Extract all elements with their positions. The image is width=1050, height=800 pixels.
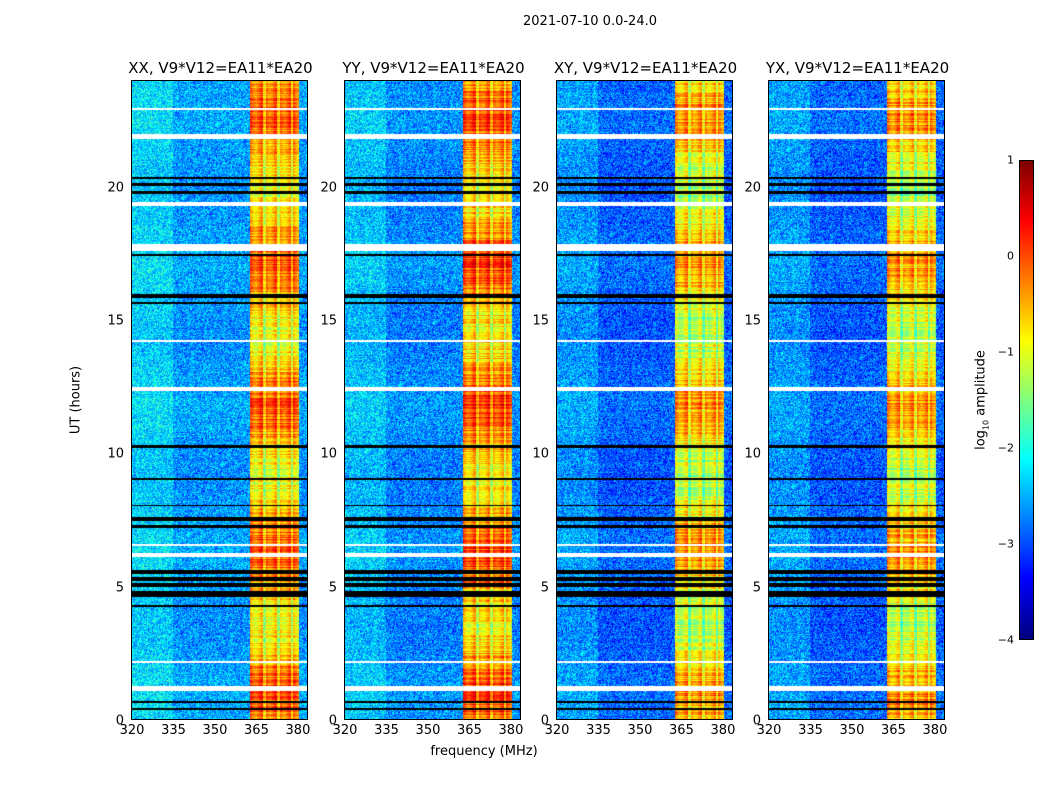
spectrogram-panel: YY, V9*V12=EA11*EA20 0 5 10 15 20 320 335 350 365… — [320, 59, 524, 738]
x-tick-label: 350 — [839, 723, 865, 738]
panel-title: YY, V9*V12=EA11*EA20 — [342, 59, 525, 77]
y-tick-label: 20 — [320, 180, 337, 196]
colorbar-gradient — [1020, 161, 1033, 639]
y-tick-label: 15 — [532, 313, 549, 329]
x-tick-label: 320 — [544, 723, 570, 738]
y-tick-label: 20 — [107, 180, 124, 196]
figure-title: 2021-07-10 0.0-24.0 — [523, 14, 657, 29]
y-tick-label: 10 — [744, 446, 761, 462]
x-tick-label: 350 — [627, 723, 653, 738]
y-tick-label: 5 — [115, 580, 124, 596]
x-tick-label: 320 — [332, 723, 358, 738]
x-tick-label: 350 — [202, 723, 228, 738]
x-tick-label: 380 — [710, 723, 736, 738]
x-tick-label: 335 — [586, 723, 611, 738]
panel-title: YX, V9*V12=EA11*EA20 — [765, 59, 950, 77]
x-tick-label: 335 — [161, 723, 186, 738]
heatmap-image — [345, 81, 520, 719]
panel-title: XX, V9*V12=EA11*EA20 — [128, 59, 313, 77]
heatmap-image — [769, 81, 944, 719]
spectrogram-panel: XX, V9*V12=EA11*EA20 0 5 10 15 20 320 335 350 365… — [107, 59, 312, 738]
y-tick-label: 5 — [328, 580, 337, 596]
colorbar-tick-label: −1 — [997, 345, 1014, 359]
y-tick-label: 0 — [540, 713, 549, 729]
x-tick-label: 320 — [119, 723, 145, 738]
x-tick-label: 320 — [756, 723, 782, 738]
y-tick-label: 5 — [540, 580, 549, 596]
y-tick-label: 0 — [328, 713, 337, 729]
heatmap-image — [132, 81, 307, 719]
x-tick-label: 380 — [922, 723, 948, 738]
colorbar-tick-label: −4 — [997, 633, 1014, 647]
colorbar — [1019, 160, 1034, 640]
colorbar-tick-label: −2 — [997, 441, 1014, 455]
x-tick-label: 365 — [881, 723, 906, 738]
y-tick-label: 15 — [744, 313, 761, 329]
x-tick-label: 365 — [669, 723, 694, 738]
x-tick-label: 335 — [798, 723, 823, 738]
y-tick-label: 0 — [115, 713, 124, 729]
heatmap-image — [557, 81, 732, 719]
x-tick-label: 365 — [457, 723, 482, 738]
x-tick-label: 365 — [244, 723, 269, 738]
y-axis-label: UT (hours) — [68, 365, 84, 435]
colorbar-tick-label: 0 — [1007, 249, 1014, 263]
y-tick-label: 5 — [752, 580, 761, 596]
colorbar-tick-label: 1 — [1007, 153, 1014, 167]
y-tick-label: 10 — [532, 446, 549, 462]
x-tick-label: 350 — [415, 723, 441, 738]
spectrogram-panel: YX, V9*V12=EA11*EA20 0 5 10 15 20 320 335 350 365… — [744, 59, 949, 738]
y-tick-label: 10 — [320, 446, 337, 462]
y-tick-label: 20 — [532, 180, 549, 196]
colorbar-label: log10 amplitude — [973, 350, 991, 450]
spectrogram-panel: XY, V9*V12=EA11*EA20 0 5 10 15 20 320 335 350 365… — [532, 59, 737, 738]
x-tick-label: 380 — [498, 723, 524, 738]
y-tick-label: 15 — [107, 313, 124, 329]
colorbar-tick-label: −3 — [997, 537, 1014, 551]
y-tick-label: 15 — [320, 313, 337, 329]
y-tick-label: 10 — [107, 446, 124, 462]
y-tick-label: 0 — [752, 713, 761, 729]
x-axis-label: frequency (MHz) — [430, 744, 538, 759]
x-tick-label: 380 — [285, 723, 311, 738]
panel-title: XY, V9*V12=EA11*EA20 — [553, 59, 738, 77]
y-tick-label: 20 — [744, 180, 761, 196]
x-tick-label: 335 — [374, 723, 399, 738]
